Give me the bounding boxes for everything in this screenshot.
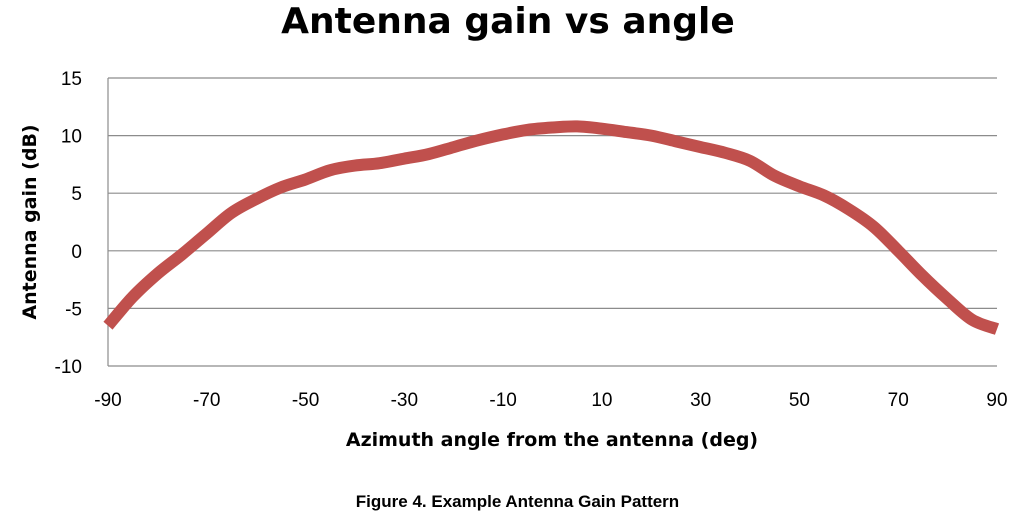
y-tick-label: 10 [61, 127, 82, 148]
data-point [206, 233, 207, 234]
data-point [429, 154, 430, 155]
data-point [651, 135, 652, 136]
x-tick-label: 10 [591, 390, 612, 411]
data-point [725, 152, 726, 153]
x-tick-label: 50 [789, 390, 810, 411]
data-point [305, 179, 306, 180]
x-tick-label: -70 [193, 390, 220, 411]
x-tick-label: 30 [690, 390, 711, 411]
x-tick-label: 90 [986, 390, 1007, 411]
data-point [873, 226, 874, 227]
data-point [354, 165, 355, 166]
y-axis-title: Antenna gain (dB) [19, 124, 41, 319]
data-point [700, 147, 701, 148]
data-point [132, 296, 133, 297]
data-point [379, 163, 380, 164]
x-tick-label: -30 [391, 390, 418, 411]
x-tick-label: -10 [489, 390, 516, 411]
data-point [552, 127, 553, 128]
chart-title: Antenna gain vs angle [281, 1, 735, 42]
figure-caption: Figure 4. Example Antenna Gain Pattern [355, 492, 680, 511]
x-tick-label: -50 [292, 390, 319, 411]
y-tick-label: -5 [65, 299, 82, 320]
data-point [774, 175, 775, 176]
data-point [898, 250, 899, 251]
data-point [972, 319, 973, 320]
data-point [947, 299, 948, 300]
x-tick-label: 70 [888, 390, 909, 411]
data-point [577, 126, 578, 127]
data-point [527, 129, 528, 130]
data-point [157, 273, 158, 274]
data-point [601, 128, 602, 129]
series-layer [103, 120, 1000, 335]
y-tick-label: 5 [71, 184, 82, 205]
x-axis-title: Azimuth angle from the antenna (deg) [346, 429, 758, 451]
x-tick-label: -90 [94, 390, 121, 411]
data-point [750, 160, 751, 161]
x-axis-ticks: -90 -70 -50 -30 -10 10 30 50 70 90 [94, 390, 1007, 411]
data-point [478, 140, 479, 141]
data-point [676, 141, 677, 142]
data-point [280, 187, 281, 188]
y-tick-label: 15 [61, 69, 82, 90]
data-point [453, 147, 454, 148]
y-tick-label: -10 [55, 357, 82, 378]
data-point [231, 212, 232, 213]
data-point [404, 158, 405, 159]
series-line [103, 120, 1000, 335]
data-point [503, 134, 504, 135]
y-axis-ticks: 15 10 5 0 -5 -10 [55, 69, 82, 378]
data-point [256, 199, 257, 200]
data-point [330, 170, 331, 171]
data-point [799, 186, 800, 187]
data-point [824, 195, 825, 196]
data-point [182, 254, 183, 255]
data-point [108, 325, 109, 326]
y-tick-label: 0 [71, 242, 82, 263]
data-point [922, 276, 923, 277]
data-point [997, 329, 998, 330]
data-point [848, 209, 849, 210]
data-point [626, 132, 627, 133]
